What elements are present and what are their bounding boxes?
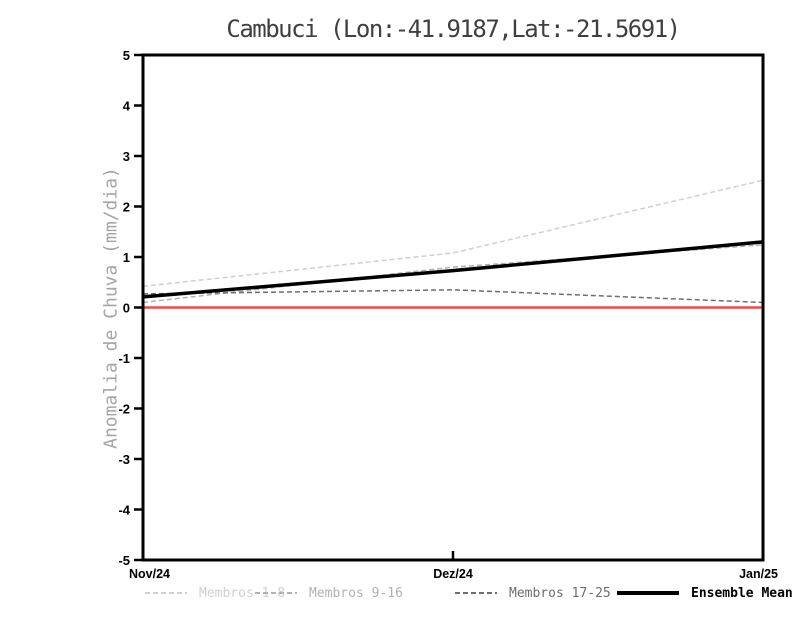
x-tick-label: Nov/24 bbox=[129, 567, 170, 581]
series-line-membros-1-8 bbox=[142, 179, 764, 288]
y-tick-label: -3 bbox=[118, 452, 130, 467]
legend-label-ensemble-mean: Ensemble Mean bbox=[691, 585, 793, 601]
legend-item-membros-9-16: Membros 9-16 bbox=[255, 584, 403, 602]
series-line-ensemble-mean bbox=[142, 240, 764, 299]
y-tick-label: 2 bbox=[123, 200, 130, 215]
x-tick-label: Jan/25 bbox=[739, 567, 778, 581]
y-tick-label: 0 bbox=[123, 301, 130, 316]
legend-line-sample-membros-17-25 bbox=[455, 592, 497, 594]
chart-title: Cambuci (Lon:-41.9187,Lat:-21.5691) bbox=[226, 15, 681, 43]
legend-label-membros-17-25: Membros 17-25 bbox=[509, 585, 611, 601]
x-tick-label: Dez/24 bbox=[433, 567, 473, 581]
legend-line-sample-ensemble-mean bbox=[617, 591, 679, 595]
y-tick-label: -1 bbox=[118, 351, 130, 366]
legend-item-ensemble-mean: Ensemble Mean bbox=[617, 584, 793, 602]
series-line-membros-17-25 bbox=[142, 289, 764, 304]
legend-line-sample-membros-9-16 bbox=[255, 592, 297, 594]
y-tick-label: 1 bbox=[123, 250, 130, 265]
series-line-membros-9-16 bbox=[142, 244, 764, 304]
legend-line-sample-membros-1-8 bbox=[145, 592, 187, 594]
legend-label-membros-1-8: Membros 1-8 bbox=[199, 585, 286, 601]
plot-frame bbox=[141, 53, 765, 562]
legend-label-membros-9-16: Membros 9-16 bbox=[309, 585, 403, 601]
y-tick-label: -2 bbox=[118, 402, 130, 417]
legend-item-membros-17-25: Membros 17-25 bbox=[455, 584, 611, 602]
y-tick-label: 5 bbox=[123, 48, 130, 63]
y-tick-label: -4 bbox=[118, 503, 130, 518]
y-tick-label: 4 bbox=[123, 99, 131, 114]
y-tick-label: -5 bbox=[118, 553, 130, 568]
y-tick-label: 3 bbox=[123, 149, 130, 164]
legend-item-membros-1-8: Membros 1-8 bbox=[145, 584, 285, 602]
legend: Membros 1-8 Membros 9-16 Membros 17-25 E… bbox=[0, 584, 800, 602]
